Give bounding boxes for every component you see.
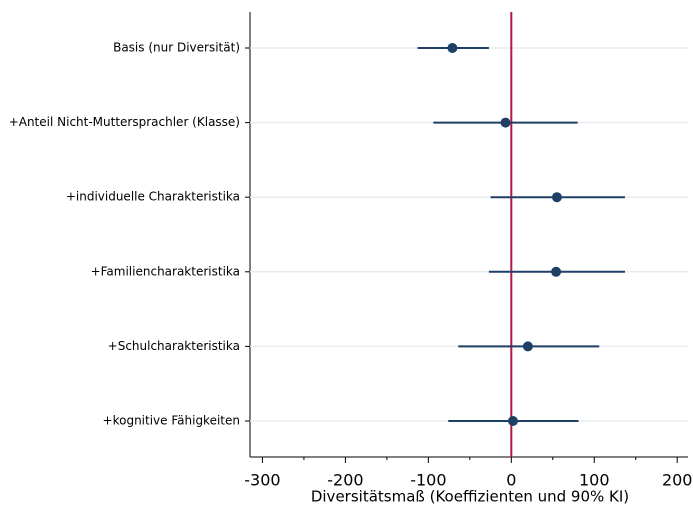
- y-tick-label: +Anteil Nicht-Muttersprachler (Klasse): [9, 115, 240, 129]
- y-tick-label: Basis (nur Diversität): [113, 41, 240, 55]
- point-estimate: [500, 117, 511, 128]
- point-estimate: [507, 416, 518, 426]
- x-tick-label: 100: [579, 471, 610, 490]
- point-estimate: [551, 192, 562, 203]
- point-estimate: [447, 43, 458, 53]
- y-tick-label: +Familiencharakteristika: [91, 264, 240, 278]
- x-tick-label: -300: [244, 471, 280, 490]
- y-tick-label: +individuelle Charakteristika: [66, 190, 240, 204]
- x-axis-label: Diversitätsmaß (Koeffizienten und 90% KI…: [311, 488, 629, 506]
- x-tick-label: 0: [506, 471, 516, 490]
- point-estimate: [551, 266, 562, 277]
- x-tick-label: -200: [327, 471, 363, 490]
- x-tick-label: 200: [662, 471, 693, 490]
- y-tick-label: +Schulcharakteristika: [108, 339, 240, 353]
- point-estimate: [522, 341, 533, 352]
- y-tick-label: +kognitive Fähigkeiten: [103, 414, 240, 428]
- x-tick-label: -100: [410, 471, 446, 490]
